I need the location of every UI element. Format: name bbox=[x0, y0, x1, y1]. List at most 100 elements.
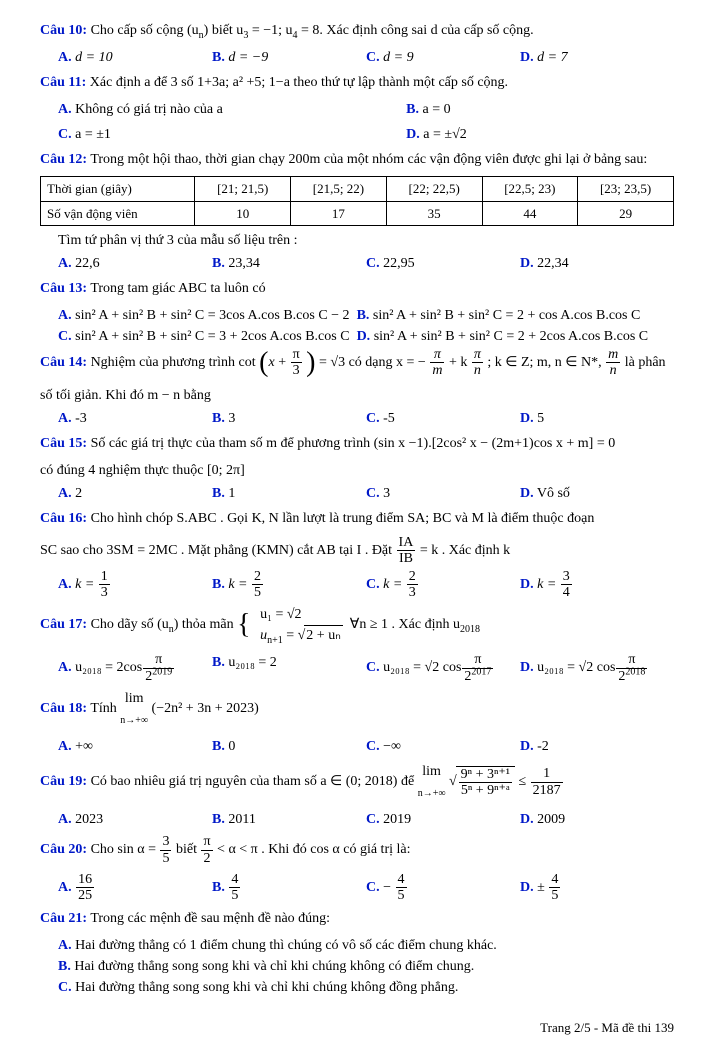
c: cos bbox=[443, 660, 462, 675]
rparen: ) bbox=[306, 347, 315, 378]
np1: n+1 bbox=[267, 635, 283, 646]
q11-Dv: a = ±√2 bbox=[423, 127, 466, 142]
q19-C: C. bbox=[366, 812, 380, 827]
f: 4 bbox=[561, 585, 572, 600]
n: π bbox=[201, 834, 212, 850]
q16-D: D. bbox=[520, 577, 534, 592]
t: 2 bbox=[270, 655, 277, 670]
q12-label: Câu 12: bbox=[40, 152, 87, 167]
q19-Dv: 2009 bbox=[537, 812, 565, 827]
q14-td: là phân bbox=[625, 355, 666, 370]
question-13: Câu 13: Trong tam giác ABC ta luôn có bbox=[40, 278, 674, 299]
q21-Bv: Hai đường thẳng song song khi và chỉ khi… bbox=[74, 959, 474, 974]
q20-B: B. bbox=[212, 880, 225, 895]
d: 5 bbox=[229, 888, 240, 903]
q19-options: A. 2023 B. 2011 C. 2019 D. 2009 bbox=[58, 809, 674, 830]
q20-label: Câu 20: bbox=[40, 842, 87, 857]
q21-A: A. bbox=[58, 938, 72, 953]
q18-expr: (−2n² + 3n + 2023) bbox=[152, 701, 259, 716]
q17-B: B. bbox=[212, 655, 225, 670]
q14-Cv: -5 bbox=[383, 411, 395, 426]
q10-td: = 8. Xác định công sai d của cấp số cộng… bbox=[298, 23, 534, 38]
q15-text: Số các giá trị thực của tham số m để phư… bbox=[91, 436, 616, 451]
q14-l2: số tối giản. Khi đó m − n bằng bbox=[40, 385, 674, 406]
u: u₂₀₁₈ = bbox=[383, 660, 424, 675]
d: 5 bbox=[160, 851, 171, 866]
q12-v3: 35 bbox=[386, 201, 482, 226]
q12-h1: Thời gian (giây) bbox=[41, 177, 195, 202]
question-19: Câu 19: Có bao nhiêu giá trị nguyên của … bbox=[40, 761, 674, 803]
q20-options: A. 1625 B. 45 C. − 45 D. ± 45 bbox=[58, 872, 674, 904]
q12-options: A. 22,6 B. 23,34 C. 22,95 D. 22,34 bbox=[58, 253, 674, 274]
q11-Cv: a = ±1 bbox=[75, 127, 111, 142]
q18-lim: lim bbox=[125, 691, 144, 706]
q10-B: B. bbox=[212, 50, 225, 65]
d: 25 bbox=[76, 888, 94, 903]
q20-D: D. bbox=[520, 880, 534, 895]
question-11: Câu 11: Xác định a để 3 số 1+3a; a² +5; … bbox=[40, 72, 674, 93]
q13-text: Trong tam giác ABC ta luôn có bbox=[90, 281, 265, 296]
q11-label: Câu 11: bbox=[40, 75, 86, 90]
f: 1 bbox=[99, 569, 110, 585]
q21-text: Trong các mệnh đề sau mệnh đề nào đúng: bbox=[90, 911, 330, 926]
q16-tb: SC sao cho 3SM = 2MC . Mặt phẳng (KMN) c… bbox=[40, 543, 396, 558]
q12-text: Trong một hội thao, thời gian chạy 200m … bbox=[90, 152, 647, 167]
q20-tb: biết bbox=[176, 842, 201, 857]
q18-Bv: 0 bbox=[228, 739, 235, 754]
q13-r1: A. sin² A + sin² B + sin² C = 3cos A.cos… bbox=[58, 305, 674, 326]
c: cos bbox=[124, 660, 143, 675]
q21-C-row: C. Hai đường thẳng song song khi và chỉ … bbox=[58, 977, 674, 998]
q19-B: B. bbox=[212, 812, 225, 827]
q13-B: B. bbox=[357, 308, 370, 323]
q14-A: A. bbox=[58, 411, 72, 426]
q19-ta: Có bao nhiêu giá trị nguyên của tham số … bbox=[91, 774, 418, 789]
q18-C: C. bbox=[366, 739, 380, 754]
q16-ta: Cho hình chóp S.ABC . Gọi K, N lần lượt … bbox=[91, 511, 595, 526]
q19-leq: ≤ bbox=[518, 774, 529, 789]
q13-label: Câu 13: bbox=[40, 281, 87, 296]
n: 4 bbox=[229, 872, 240, 888]
q11-B: B. bbox=[406, 102, 419, 117]
q15-B: B. bbox=[212, 486, 225, 501]
f: 3 bbox=[407, 585, 418, 600]
q15-D: D. bbox=[520, 486, 534, 501]
q20-ta: Cho sin α = bbox=[91, 842, 160, 857]
q21-C: C. bbox=[58, 980, 72, 995]
q10-label: Câu 10: bbox=[40, 23, 87, 38]
q11-text: Xác định a để 3 số 1+3a; a² +5; 1−a theo… bbox=[90, 75, 508, 90]
q11-C: C. bbox=[58, 127, 72, 142]
q12-v5: 29 bbox=[578, 201, 674, 226]
d: 5 bbox=[549, 888, 560, 903]
q17-D: D. bbox=[520, 660, 534, 675]
u: u₂₀₁₈ = bbox=[228, 655, 269, 670]
q17-C: C. bbox=[366, 660, 380, 675]
q11-r2: C. a = ±1 D. a = ±√2 bbox=[58, 124, 674, 145]
q10-D: D. bbox=[520, 50, 534, 65]
q19-num: 9ⁿ + 3ⁿ⁺¹ bbox=[459, 767, 512, 783]
q12-v1: 10 bbox=[195, 201, 291, 226]
q13-r2: C. sin² A + sin² B + sin² C = 3 + 2cos A… bbox=[58, 326, 674, 347]
q14-options: A. -3 B. 3 C. -5 D. 5 bbox=[58, 408, 674, 429]
q13-Cv: sin² A + sin² B + sin² C = 3 + 2cos A.co… bbox=[75, 329, 349, 344]
q10-Dv: d = 7 bbox=[537, 50, 567, 65]
q14-Dv: 5 bbox=[537, 411, 544, 426]
q10-tc: = −1; u bbox=[248, 23, 292, 38]
q18-Cv: −∞ bbox=[383, 739, 401, 754]
q14-pi3: π bbox=[474, 347, 481, 362]
q11-Av: Không có giá trị nào của a bbox=[75, 102, 223, 117]
n: 3 bbox=[160, 834, 171, 850]
question-18: Câu 18: Tính lim n→+∞ (−2n² + 3n + 2023) bbox=[40, 688, 674, 730]
d: 5 bbox=[396, 888, 407, 903]
eq: = bbox=[283, 628, 298, 643]
q12-v2: 17 bbox=[291, 201, 387, 226]
q14-tc: ; k ∈ Z; m, n ∈ N*, bbox=[487, 355, 605, 370]
f: 2 bbox=[252, 569, 263, 585]
question-21: Câu 21: Trong các mệnh đề sau mệnh đề nà… bbox=[40, 908, 674, 929]
q15-Bv: 1 bbox=[228, 486, 235, 501]
question-14: Câu 14: Nghiệm của phương trình cot (x +… bbox=[40, 347, 674, 379]
q18-label: Câu 18: bbox=[40, 701, 87, 716]
d: 2 bbox=[201, 851, 212, 866]
q13-Bv: sin² A + sin² B + sin² C = 2 + cos A.cos… bbox=[373, 308, 640, 323]
q18-sub: n→+∞ bbox=[120, 715, 148, 726]
q15-Dv: Vô số bbox=[537, 486, 570, 501]
